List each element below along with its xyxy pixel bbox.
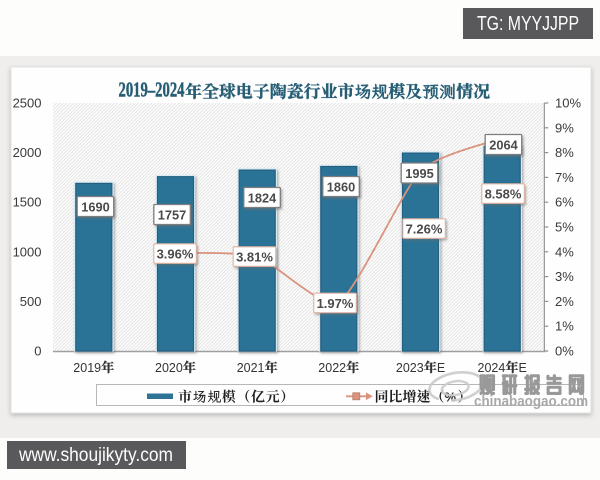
- svg-text:2064: 2064: [489, 138, 518, 153]
- svg-text:0%: 0%: [555, 344, 574, 359]
- svg-text:4%: 4%: [555, 244, 574, 259]
- svg-text:E: E: [519, 361, 527, 375]
- svg-text:2500: 2500: [13, 96, 42, 111]
- svg-text:9%: 9%: [555, 120, 574, 135]
- svg-text:1500: 1500: [13, 195, 42, 210]
- svg-text:3%: 3%: [555, 269, 574, 284]
- svg-text:8.58%: 8.58%: [485, 186, 522, 201]
- svg-text:1860: 1860: [327, 180, 355, 195]
- svg-text:2022: 2022: [318, 361, 346, 375]
- svg-text:3.96%: 3.96%: [157, 246, 194, 261]
- svg-text:1757: 1757: [158, 208, 186, 223]
- svg-text:500: 500: [20, 294, 42, 309]
- svg-text:%: %: [445, 390, 457, 405]
- svg-text:1824: 1824: [248, 191, 277, 206]
- svg-text:10%: 10%: [555, 96, 581, 111]
- svg-text:1000: 1000: [13, 244, 42, 259]
- svg-text:5%: 5%: [555, 220, 574, 235]
- svg-text:7.26%: 7.26%: [406, 221, 443, 236]
- svg-text:2020: 2020: [155, 361, 183, 375]
- svg-text:2%: 2%: [555, 294, 574, 309]
- svg-text:2024: 2024: [478, 361, 506, 375]
- svg-text:3.81%: 3.81%: [236, 249, 273, 264]
- svg-text:1690: 1690: [81, 200, 109, 215]
- svg-text:1.97%: 1.97%: [317, 296, 354, 311]
- svg-text:2019: 2019: [73, 361, 101, 375]
- svg-text:1%: 1%: [555, 319, 574, 334]
- svg-text:2023: 2023: [396, 361, 424, 375]
- svg-text:6%: 6%: [555, 195, 574, 210]
- svg-text:7%: 7%: [555, 170, 574, 185]
- svg-text:www.shoujikyty.com: www.shoujikyty.com: [18, 445, 173, 466]
- svg-text:E: E: [437, 361, 445, 375]
- svg-text:1995: 1995: [405, 166, 433, 181]
- svg-text:2021: 2021: [237, 361, 265, 375]
- svg-text:2019–2024: 2019–2024: [119, 78, 185, 102]
- svg-text:TG: MYYJJPP: TG: MYYJJPP: [477, 13, 579, 35]
- svg-text:8%: 8%: [555, 145, 574, 160]
- svg-text:0: 0: [34, 344, 41, 359]
- svg-text:2000: 2000: [13, 145, 42, 160]
- svg-text:chinabaogao.com: chinabaogao.com: [474, 393, 588, 410]
